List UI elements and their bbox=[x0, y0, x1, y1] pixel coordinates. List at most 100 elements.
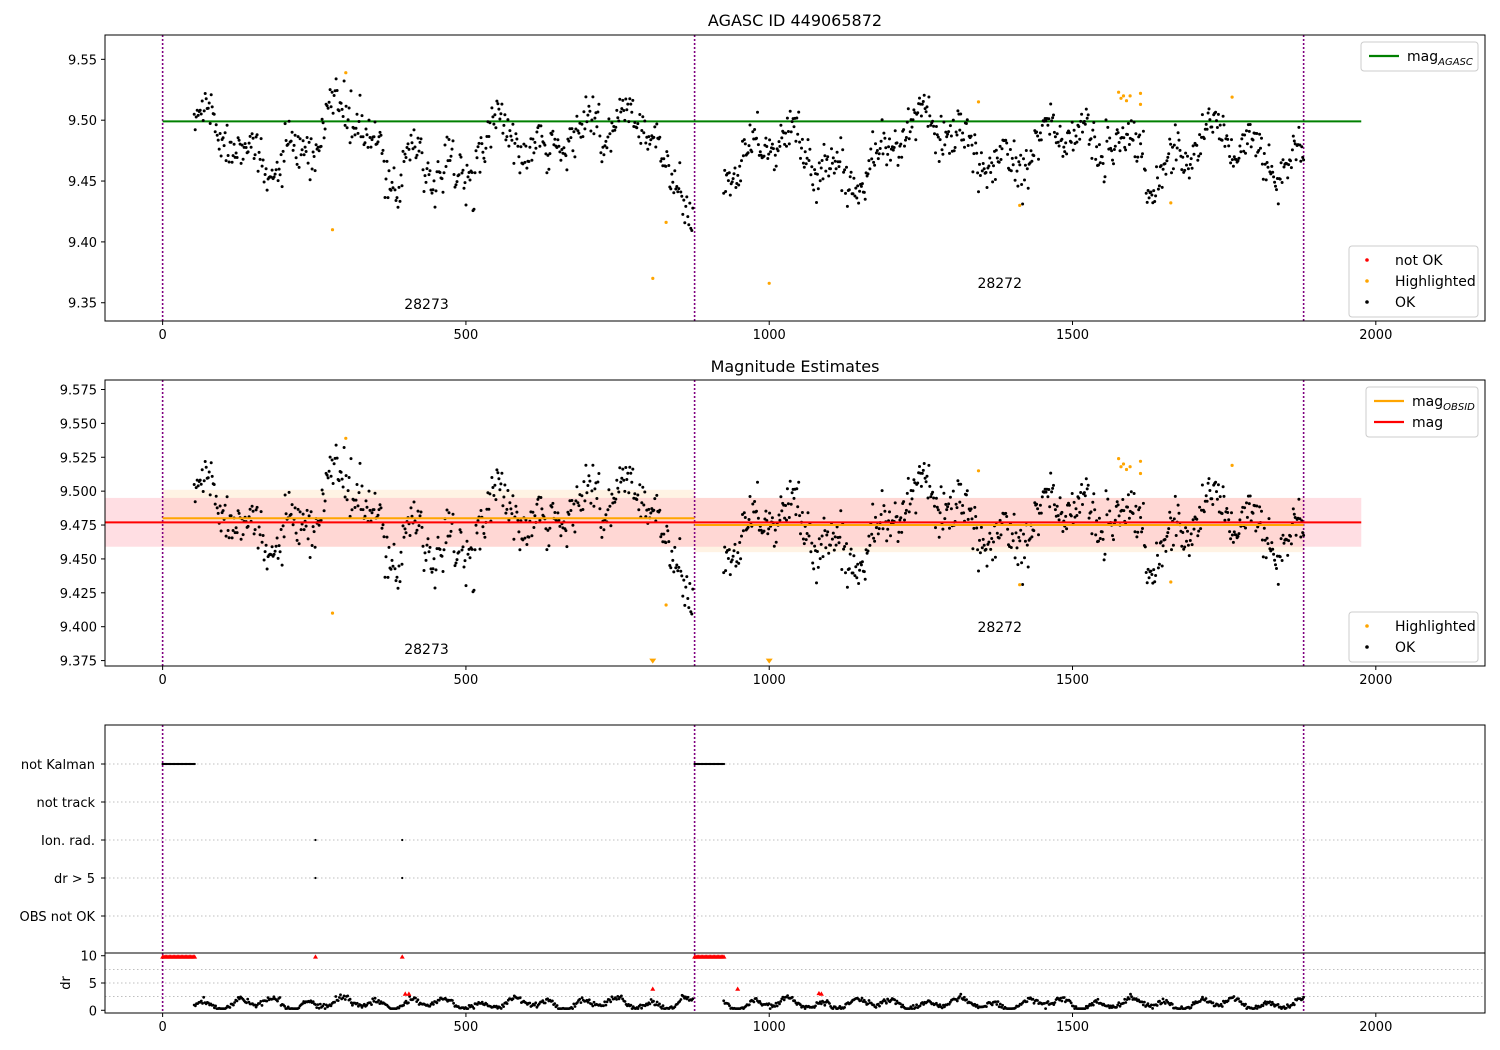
ok-point bbox=[492, 122, 496, 126]
ok-point bbox=[658, 1002, 661, 1006]
ok-point bbox=[276, 179, 280, 183]
ok-point bbox=[835, 525, 839, 529]
ok-point bbox=[606, 508, 610, 512]
ok-point bbox=[602, 1004, 605, 1008]
highlighted-point bbox=[1018, 203, 1022, 207]
ok-point bbox=[991, 558, 995, 562]
ok-point bbox=[312, 155, 316, 158]
ok-point bbox=[1279, 537, 1283, 541]
ok-point bbox=[842, 170, 846, 174]
ok-point bbox=[784, 504, 788, 507]
ok-point bbox=[417, 524, 421, 528]
ok-point bbox=[466, 1007, 470, 1010]
ok-point bbox=[349, 89, 353, 93]
ok-point bbox=[984, 171, 988, 174]
ok-point bbox=[464, 584, 468, 588]
ok-point bbox=[368, 508, 372, 512]
ok-point bbox=[756, 110, 759, 114]
ok-point bbox=[1164, 549, 1168, 553]
ok-point bbox=[1058, 124, 1062, 128]
ok-point bbox=[1146, 1002, 1150, 1006]
ok-point bbox=[515, 510, 519, 514]
ok-point bbox=[353, 506, 357, 509]
ok-point bbox=[1291, 134, 1295, 138]
ok-point bbox=[867, 159, 871, 163]
ok-point bbox=[330, 90, 334, 94]
ok-point bbox=[497, 107, 501, 111]
ok-point bbox=[1188, 539, 1192, 542]
ok-point bbox=[519, 145, 523, 149]
ok-point bbox=[1170, 548, 1173, 552]
ok-point bbox=[567, 512, 571, 516]
ok-point bbox=[1141, 1003, 1145, 1007]
ok-point bbox=[920, 471, 924, 475]
ok-point bbox=[1146, 567, 1150, 571]
ok-point bbox=[1231, 164, 1235, 168]
category-label: Ion. rad. bbox=[41, 834, 95, 849]
ok-point bbox=[194, 486, 198, 490]
ok-point bbox=[973, 505, 977, 509]
ok-point bbox=[231, 154, 235, 158]
ok-point bbox=[1116, 131, 1120, 135]
ok-point bbox=[472, 1007, 476, 1010]
ok-point bbox=[945, 508, 949, 512]
ok-point bbox=[337, 109, 341, 113]
ok-point bbox=[1302, 533, 1306, 537]
ok-point bbox=[928, 114, 932, 118]
ok-point bbox=[1254, 154, 1258, 158]
ok-point bbox=[1230, 533, 1234, 537]
x-tick-label: 2000 bbox=[1359, 673, 1392, 688]
ok-point bbox=[435, 1001, 439, 1005]
ok-point bbox=[499, 1007, 503, 1010]
ok-point bbox=[782, 998, 786, 1002]
ok-point bbox=[394, 199, 398, 202]
ok-point bbox=[766, 157, 770, 160]
ok-point bbox=[1255, 1007, 1259, 1010]
ok-point bbox=[357, 491, 361, 495]
ok-point bbox=[675, 185, 679, 188]
ok-point bbox=[777, 140, 781, 144]
ok-point bbox=[1156, 566, 1160, 570]
ok-point bbox=[224, 159, 228, 163]
ok-point bbox=[399, 550, 403, 554]
ok-point bbox=[797, 110, 801, 114]
ok-point bbox=[426, 161, 430, 165]
highlighted-point bbox=[1138, 471, 1143, 476]
ok-point bbox=[420, 151, 424, 155]
ok-point bbox=[341, 485, 345, 489]
ok-point bbox=[1154, 194, 1158, 198]
ok-point bbox=[1107, 1004, 1110, 1007]
ok-point bbox=[453, 185, 457, 189]
ok-point bbox=[201, 490, 205, 493]
ok-point bbox=[348, 141, 352, 145]
ok-point bbox=[1187, 176, 1191, 180]
ok-point bbox=[240, 143, 244, 147]
ok-point bbox=[1117, 514, 1121, 518]
ok-point bbox=[383, 196, 387, 199]
ok-point bbox=[610, 121, 614, 125]
ok-point bbox=[283, 1004, 286, 1008]
ok-point bbox=[942, 491, 946, 495]
ok-point bbox=[323, 127, 327, 131]
ok-point bbox=[283, 493, 287, 497]
ok-point bbox=[199, 999, 203, 1003]
ok-point bbox=[1082, 491, 1086, 495]
ok-point bbox=[541, 999, 545, 1003]
ok-point bbox=[1289, 534, 1292, 538]
ok-point bbox=[979, 151, 983, 155]
ok-point bbox=[976, 548, 980, 552]
ok-point bbox=[532, 526, 536, 529]
ok-point bbox=[1248, 494, 1252, 498]
ok-point bbox=[1267, 143, 1271, 147]
ok-point bbox=[273, 549, 277, 553]
ok-point bbox=[370, 1003, 373, 1006]
ok-point bbox=[448, 534, 452, 538]
ok-point bbox=[1063, 150, 1067, 154]
ok-point bbox=[1131, 512, 1135, 515]
ok-point bbox=[271, 997, 275, 1001]
ok-point bbox=[786, 130, 790, 133]
ok-point bbox=[966, 517, 970, 521]
ok-point bbox=[1205, 127, 1209, 131]
ok-point bbox=[670, 172, 674, 176]
ok-point bbox=[424, 180, 428, 184]
